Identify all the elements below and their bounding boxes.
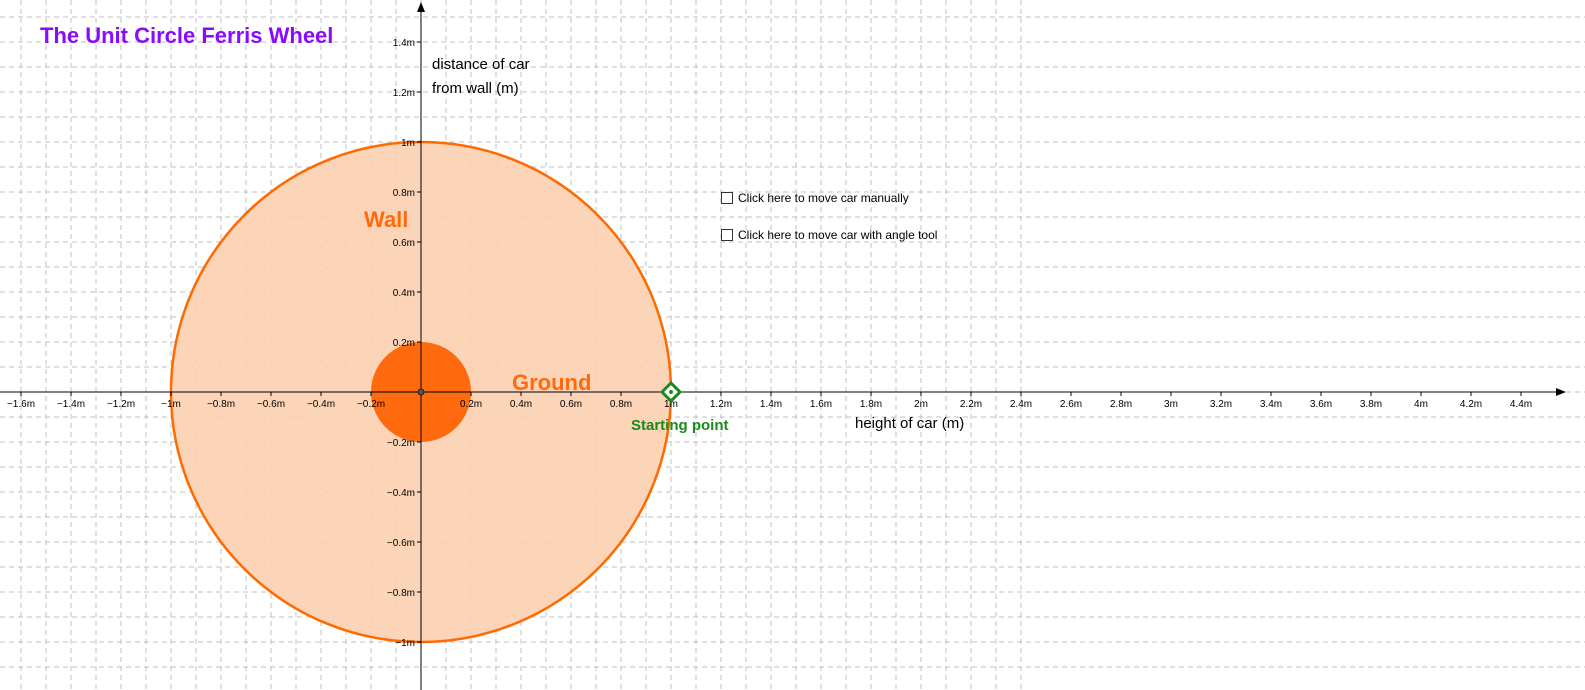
x-tick-label: 0.8m bbox=[610, 399, 632, 410]
x-tick-label: 3m bbox=[1164, 399, 1178, 410]
x-tick-label: 3.2m bbox=[1210, 399, 1232, 410]
x-tick-label: −1m bbox=[161, 399, 181, 410]
x-axis-arrow-icon bbox=[1556, 388, 1566, 396]
x-tick-label: −1.2m bbox=[107, 399, 135, 410]
y-tick-label: 0.2m bbox=[393, 338, 415, 349]
y-axis-arrow-icon bbox=[417, 2, 425, 12]
y-axis-label-line2: from wall (m) bbox=[432, 80, 519, 97]
ground-label: Ground bbox=[512, 370, 591, 395]
x-tick-label: −0.6m bbox=[257, 399, 285, 410]
y-tick-label: 1m bbox=[401, 138, 415, 149]
x-tick-label: 2.4m bbox=[1010, 399, 1032, 410]
center-point[interactable] bbox=[417, 388, 425, 396]
move-car-manually-checkbox[interactable]: Click here to move car manually bbox=[721, 191, 909, 205]
y-axis-label-line1: distance of car bbox=[432, 56, 530, 73]
y-tick-label: 1.4m bbox=[393, 38, 415, 49]
x-tick-label: 2.8m bbox=[1110, 399, 1132, 410]
move-car-angle-tool-checkbox[interactable]: Click here to move car with angle tool bbox=[721, 228, 937, 242]
y-tick-label: −0.2m bbox=[387, 438, 415, 449]
x-tick-label: 2.6m bbox=[1060, 399, 1082, 410]
x-tick-label: 4m bbox=[1414, 399, 1428, 410]
x-tick-label: −1.4m bbox=[57, 399, 85, 410]
checkbox-label: Click here to move car with angle tool bbox=[738, 228, 938, 242]
x-tick-label: −1.6m bbox=[7, 399, 35, 410]
x-tick-label: −0.4m bbox=[307, 399, 335, 410]
y-tick-label: −0.8m bbox=[387, 588, 415, 599]
checkbox-box[interactable] bbox=[721, 192, 733, 204]
page-title: The Unit Circle Ferris Wheel bbox=[40, 23, 333, 48]
x-tick-label: 0.2m bbox=[460, 399, 482, 410]
x-tick-label: 3.8m bbox=[1360, 399, 1382, 410]
x-tick-label: −0.8m bbox=[207, 399, 235, 410]
x-tick-label: 3.6m bbox=[1310, 399, 1332, 410]
x-tick-label: 2m bbox=[914, 399, 928, 410]
x-tick-label: 1.6m bbox=[810, 399, 832, 410]
y-tick-label: 1.2m bbox=[393, 88, 415, 99]
x-tick-label: 1.2m bbox=[710, 399, 732, 410]
y-tick-label: −0.6m bbox=[387, 538, 415, 549]
x-tick-label: 3.4m bbox=[1260, 399, 1282, 410]
x-tick-label: 4.4m bbox=[1510, 399, 1532, 410]
wall-label: Wall bbox=[364, 207, 408, 232]
y-tick-label: −0.4m bbox=[387, 488, 415, 499]
y-tick-label: −1m bbox=[395, 638, 415, 649]
starting-point-label: Starting point bbox=[631, 417, 729, 434]
x-tick-label: 1m bbox=[664, 399, 678, 410]
x-tick-label: 1.8m bbox=[860, 399, 882, 410]
x-tick-label: 2.2m bbox=[960, 399, 982, 410]
x-tick-label: 1.4m bbox=[760, 399, 782, 410]
x-tick-label: 4.2m bbox=[1460, 399, 1482, 410]
y-tick-label: 0.6m bbox=[393, 238, 415, 249]
starting-point-dot bbox=[669, 390, 673, 394]
checkbox-label: Click here to move car manually bbox=[738, 191, 909, 205]
x-axis-label: height of car (m) bbox=[855, 415, 964, 432]
y-tick-label: 0.4m bbox=[393, 288, 415, 299]
x-tick-label: −0.2m bbox=[357, 399, 385, 410]
x-tick-label: 0.4m bbox=[510, 399, 532, 410]
checkbox-box[interactable] bbox=[721, 229, 733, 241]
y-tick-label: 0.8m bbox=[393, 188, 415, 199]
x-tick-label: 0.6m bbox=[560, 399, 582, 410]
